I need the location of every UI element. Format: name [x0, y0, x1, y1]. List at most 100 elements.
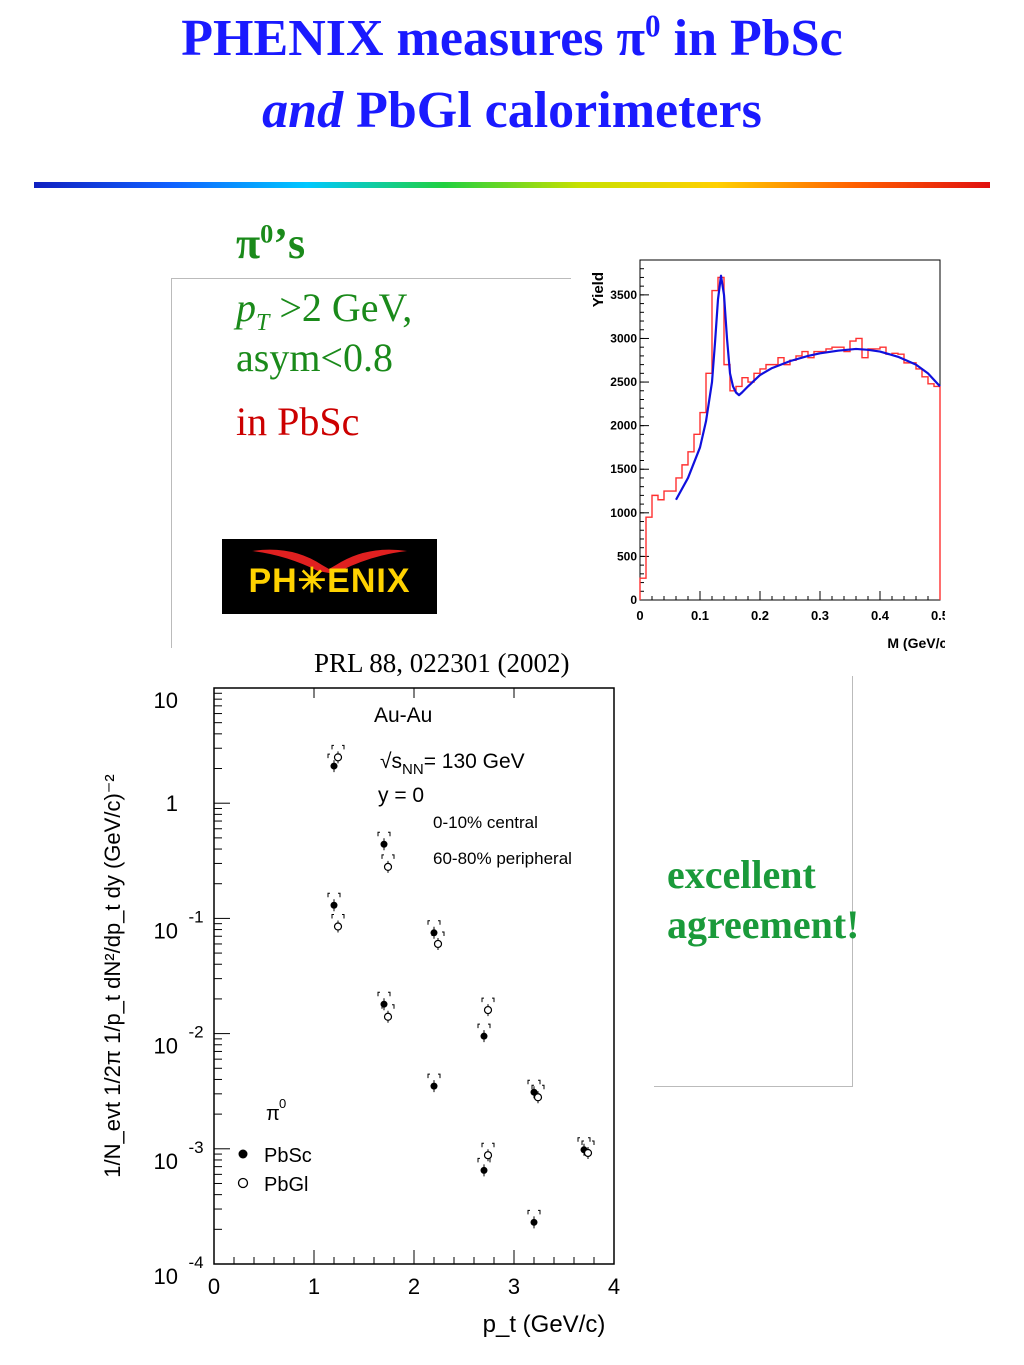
rainbow-divider	[34, 182, 990, 188]
spectrum-syst-bracket	[331, 914, 345, 919]
mass-x-tick-label: 0.3	[811, 608, 829, 623]
spectrum-y-tick-exponent: -4	[188, 1253, 203, 1272]
spectrum-x-tick-label: 1	[308, 1274, 320, 1299]
spectrum-syst-bracket	[431, 931, 445, 936]
invariant-mass-chart: 0 0.1 0.2 0.3 0.4 0.5 0 500 1000 1500 2000 2500 3000…	[590, 259, 945, 651]
mass-y-tick-label: 1500	[610, 462, 637, 476]
spectrum-y-tick-label: 10	[154, 688, 178, 713]
spectrum-y-tick-label: 10	[154, 918, 178, 943]
spectrum-x-tick-label: 0	[208, 1274, 220, 1299]
annotation-rapidity: y = 0	[378, 784, 424, 807]
spectrum-point-pbsc	[530, 1218, 538, 1226]
spectrum-point-pbsc	[380, 840, 388, 848]
mass-x-tick-label: 0.2	[751, 608, 769, 623]
spectrum-syst-bracket	[531, 1084, 545, 1090]
frame-left-vertical	[171, 278, 172, 648]
conclusion-line2: agreement!	[667, 902, 860, 947]
spectrum-y-tick-label: 10	[154, 1149, 178, 1174]
spectrum-syst-bracket	[377, 831, 391, 837]
annotation-peripheral: 60-80% peripheral	[433, 849, 572, 868]
mass-y-axis-label: Yield	[590, 272, 607, 307]
spectrum-point-pbsc	[330, 901, 338, 909]
legend-pbsc-label: PbSc	[264, 1145, 312, 1167]
mass-x-tick-label: 0.4	[871, 608, 890, 623]
spectrum-y-tick-exponent: -2	[188, 1023, 203, 1042]
pi0-label: π0’s	[236, 218, 306, 268]
slide-title-line2: and PbGl calorimeters	[262, 82, 762, 139]
mass-histogram-series	[639, 276, 941, 600]
annotation-central: 0-10% central	[433, 813, 538, 832]
spectrum-point-pbgl	[333, 753, 343, 762]
spectrum-x-axis-label: p_t (GeV/c)	[483, 1311, 606, 1338]
spectrum-syst-bracket	[377, 991, 391, 997]
annotation-system: Au-Au	[374, 704, 432, 727]
mass-x-tick-label: 0.5	[931, 608, 945, 623]
spectrum-point-pbsc	[330, 762, 338, 770]
phenix-wings-icon	[252, 549, 407, 573]
legend-pbgl-marker	[237, 1177, 249, 1189]
legend-title-sup: 0	[279, 1096, 286, 1111]
spectrum-y-tick-exponent: -1	[188, 907, 203, 926]
annotation-energy: √sNN= 130 GeV	[380, 750, 525, 778]
mass-y-tick-label: 3500	[610, 288, 637, 302]
reference-citation: PRL 88, 022301 (2002)	[314, 648, 570, 678]
spectrum-y-tick-exponent: -3	[188, 1138, 203, 1157]
spectrum-syst-bracket	[381, 854, 395, 859]
spectrum-syst-bracket	[381, 1004, 395, 1009]
spectrum-point-pbgl	[433, 939, 443, 949]
spectrum-y-tick-label: 1	[166, 791, 178, 816]
spectrum-point-pbgl	[383, 1012, 393, 1021]
mass-y-tick-label: 1000	[610, 506, 637, 520]
mass-y-tick-label: 3000	[610, 331, 637, 345]
frame-right-vertical	[852, 676, 853, 1086]
spectrum-x-tick-label: 3	[508, 1274, 520, 1299]
spectrum-point-pbgl	[333, 922, 343, 931]
slide-title-line1: PHENIX measures π0 in PbSc	[181, 8, 843, 67]
mass-x-tick-label: 0.1	[691, 608, 709, 623]
mass-y-tick-label: 2000	[610, 419, 637, 433]
frame-right-bottom	[654, 1086, 853, 1087]
mass-x-tick-label: 0	[636, 608, 643, 623]
mass-fit-curve	[675, 274, 941, 501]
spectrum-point-pbgl	[583, 1148, 593, 1158]
spectrum-y-tick-label: 10	[154, 1034, 178, 1059]
mass-plot-frame	[639, 259, 941, 601]
detector-text: in PbSc	[236, 399, 360, 444]
mass-y-tick-label: 2500	[610, 375, 637, 389]
mass-x-axis-label: M (GeV/c²)	[887, 635, 945, 651]
spectrum-syst-bracket	[481, 1142, 495, 1148]
spectrum-point-pbsc	[480, 1032, 488, 1040]
conclusion-text: excellent agreement!	[667, 850, 860, 950]
spectrum-y-tick-label: 10	[154, 1264, 178, 1289]
spectrum-syst-bracket	[327, 892, 341, 898]
legend-pbgl-label: PbGl	[264, 1174, 308, 1196]
spectrum-syst-bracket	[427, 920, 441, 925]
mass-y-tick-label: 500	[617, 549, 637, 563]
spectrum-x-tick-label: 2	[408, 1274, 420, 1299]
spectrum-syst-bracket	[527, 1209, 541, 1215]
legend-pbsc-marker	[238, 1149, 248, 1159]
spectrum-y-axis-label: 1/N_evt 1/2π 1/p_t dN²/dp_t dy (GeV/c)⁻²	[100, 774, 125, 1177]
spectrum-point-pbgl	[533, 1093, 543, 1102]
spectrum-syst-bracket	[477, 1023, 491, 1029]
frame-left-top	[171, 278, 571, 279]
spectrum-syst-bracket	[527, 1079, 541, 1085]
mass-y-tick-label: 0	[630, 593, 637, 607]
spectrum-point-pbgl	[383, 862, 393, 871]
phenix-logo-text: PH✳ENIX	[248, 562, 411, 600]
legend-title: π	[266, 1103, 280, 1125]
spectrum-syst-bracket	[577, 1137, 591, 1142]
spectrum-point-pbsc	[430, 1082, 438, 1090]
phenix-logo: PH✳ENIX	[222, 539, 437, 614]
spectrum-point-pbsc	[480, 1166, 488, 1174]
conclusion-line1: excellent	[667, 852, 816, 897]
spectrum-syst-bracket	[331, 744, 345, 750]
asym-cut-text: asym<0.8	[236, 335, 393, 380]
spectrum-syst-bracket	[427, 1073, 441, 1079]
pt-spectrum-chart: 0 1 2 3 4 10 1 10 -1 10 -2 10 -3 10 -4 1/N_evt 1/2π 1/p…	[100, 687, 620, 1338]
spectrum-point-pbgl	[483, 1005, 493, 1015]
spectrum-syst-bracket	[481, 997, 495, 1003]
pt-cut-text: pT >2 GeV,	[236, 285, 413, 336]
spectrum-syst-bracket	[581, 1140, 595, 1145]
spectrum-x-tick-label: 4	[608, 1274, 620, 1299]
